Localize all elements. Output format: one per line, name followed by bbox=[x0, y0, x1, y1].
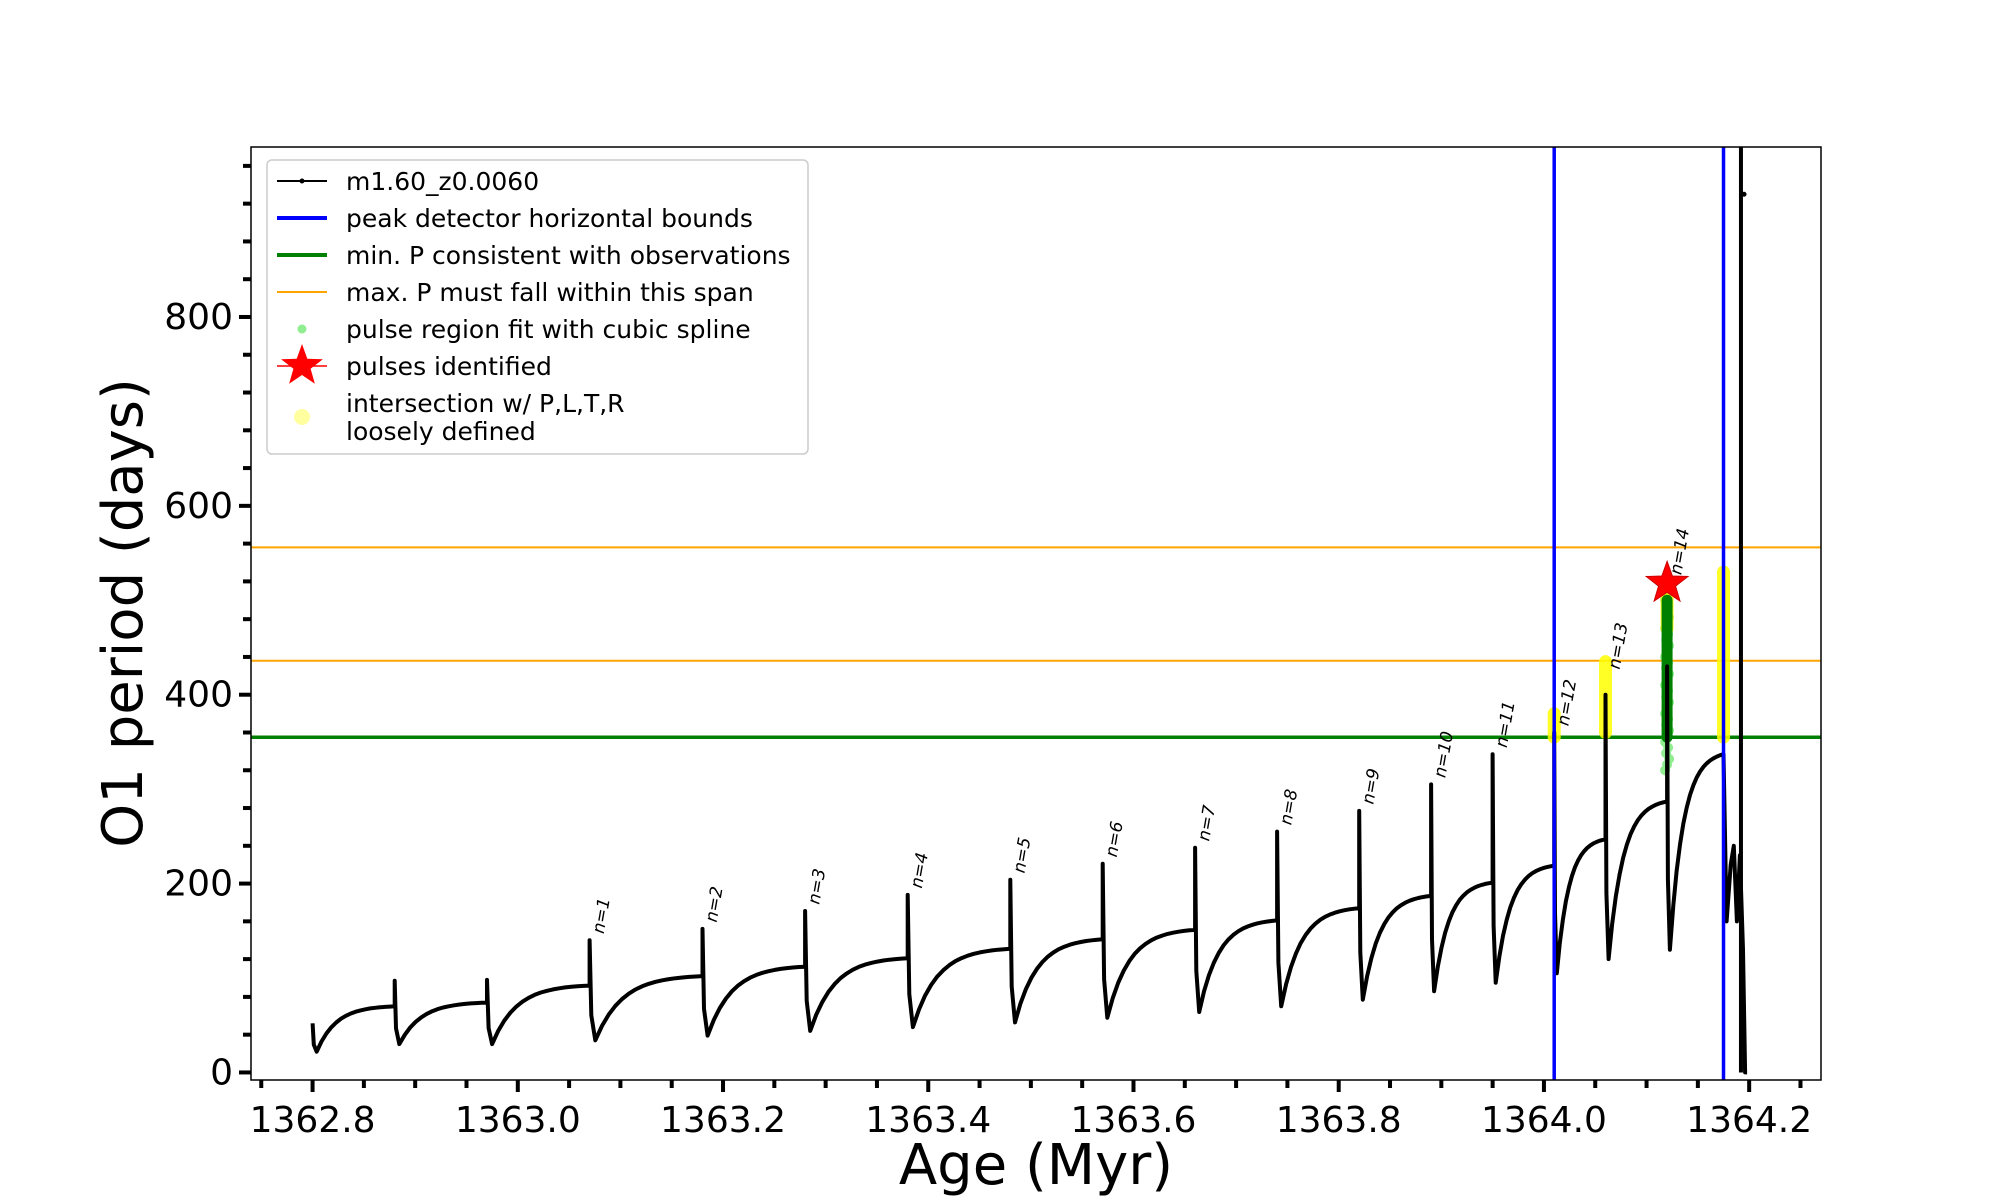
pulse-label: n=12 bbox=[1553, 678, 1581, 727]
legend-label: pulses identified bbox=[346, 352, 552, 381]
legend-label: pulse region fit with cubic spline bbox=[346, 315, 751, 344]
legend-label: intersection w/ P,L,T,R bbox=[346, 389, 625, 418]
pulse-label: n=8 bbox=[1276, 788, 1302, 827]
pulse-label: n=4 bbox=[907, 851, 933, 890]
legend-entry-2: peak detector horizontal bounds bbox=[277, 204, 753, 233]
axes: 0 200 400 600 800 1362.8 1363.0 1363.2 1363.4 136… bbox=[164, 163, 1812, 1141]
legend-entry-3: min. P consistent with observations bbox=[277, 241, 791, 270]
y-tick-label: 600 bbox=[164, 486, 233, 527]
x-tick-label: 1363.0 bbox=[455, 1100, 581, 1141]
model-series-line bbox=[310, 664, 1748, 1075]
legend-swatch bbox=[297, 324, 307, 334]
x-axis-label: Age (Myr) bbox=[899, 1133, 1173, 1198]
x-tick-label: 1362.8 bbox=[250, 1100, 376, 1141]
x-tick-label: 1363.6 bbox=[1070, 1100, 1196, 1141]
y-tick-label: 0 bbox=[210, 1052, 233, 1093]
legend-entry-4: max. P must fall within this span bbox=[277, 278, 754, 307]
pulse-label: n=7 bbox=[1194, 804, 1220, 843]
legend-label: peak detector horizontal bounds bbox=[346, 204, 753, 233]
y-tick-label: 800 bbox=[164, 297, 233, 338]
legend-label: max. P must fall within this span bbox=[346, 278, 754, 307]
legend-entry-1: m1.60_z0.0060 bbox=[277, 167, 539, 196]
pulse-identified-star bbox=[1644, 559, 1690, 603]
x-tick-label: 1364.2 bbox=[1686, 1100, 1812, 1141]
pulse-label: n=6 bbox=[1102, 820, 1128, 859]
legend-entry-6: pulses identified bbox=[277, 344, 552, 384]
pulse-label: n=11 bbox=[1492, 700, 1520, 749]
model-series-point bbox=[1741, 191, 1747, 197]
pulse-label: n=5 bbox=[1010, 836, 1036, 875]
x-tick-label: 1363.2 bbox=[660, 1100, 786, 1141]
legend-swatch-dot bbox=[299, 178, 305, 184]
pulse-label: n=3 bbox=[804, 867, 830, 906]
legend-swatch bbox=[294, 409, 310, 425]
pulse-label: n=2 bbox=[702, 885, 728, 924]
pulse-label: n=14 bbox=[1666, 527, 1694, 576]
x-tick-label: 1363.4 bbox=[865, 1100, 991, 1141]
x-tick-label: 1363.8 bbox=[1276, 1100, 1402, 1141]
legend-label: m1.60_z0.0060 bbox=[346, 167, 539, 196]
x-tick-label: 1364.0 bbox=[1481, 1100, 1607, 1141]
legend-swatch bbox=[281, 344, 323, 384]
legend-entry-5: pulse region fit with cubic spline bbox=[297, 315, 751, 344]
plot-frame bbox=[250, 146, 1822, 1081]
pulse-label: n=1 bbox=[589, 896, 615, 935]
legend-label: min. P consistent with observations bbox=[346, 241, 791, 270]
pulse-label: n=13 bbox=[1605, 621, 1633, 670]
y-axis-label: O1 period (days) bbox=[91, 378, 156, 848]
y-tick-label: 200 bbox=[164, 864, 233, 905]
legend-label: loosely defined bbox=[346, 417, 536, 446]
legend-box bbox=[266, 159, 809, 455]
pulse-label: n=9 bbox=[1358, 767, 1384, 806]
y-tick-label: 400 bbox=[164, 675, 233, 716]
